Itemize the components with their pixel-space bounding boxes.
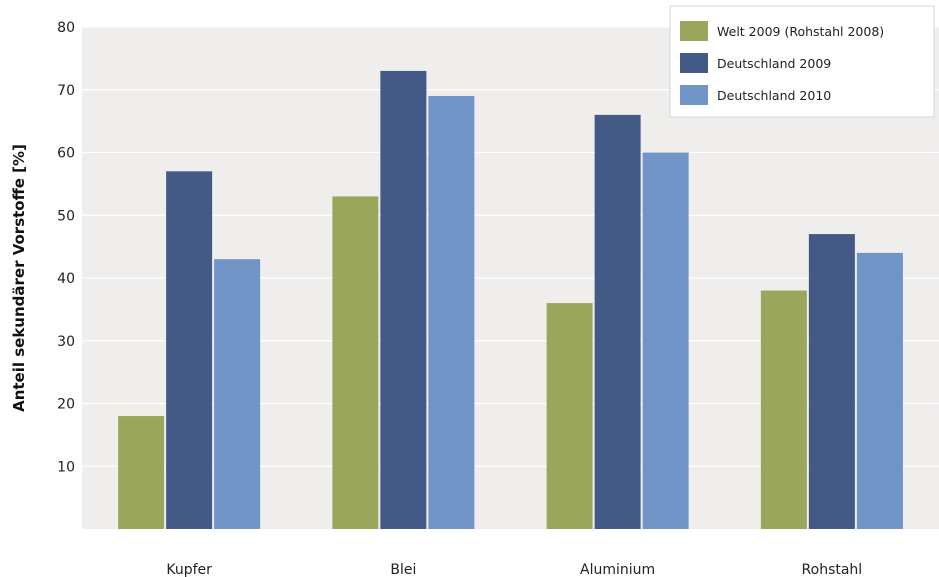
legend-box — [669, 5, 935, 118]
y-axis-ticks: 10 20 30 40 50 60 70 80 — [57, 20, 75, 475]
legend-swatch — [680, 53, 708, 73]
bar-kupfer-series-3 — [214, 259, 261, 529]
bar-kupfer-series-2 — [166, 171, 213, 529]
y-axis-title: Anteil sekundärer Vorstoffe [%] — [10, 144, 28, 412]
legend-label: Deutschland 2009 — [717, 56, 831, 71]
bar-rohstahl-series-2 — [808, 234, 855, 529]
bar-rohstahl-series-1 — [760, 290, 807, 529]
x-category-label: Rohstahl — [802, 562, 863, 577]
y-tick-label: 10 — [57, 459, 75, 475]
y-tick-label: 80 — [57, 20, 75, 36]
bar-rohstahl-series-3 — [856, 252, 903, 529]
bars — [118, 70, 903, 530]
x-category-label: Blei — [390, 562, 416, 577]
bar-aluminium-series-1 — [546, 303, 593, 529]
y-tick-label: 20 — [57, 397, 75, 413]
bar-kupfer-series-1 — [118, 416, 165, 529]
y-tick-label: 70 — [57, 83, 75, 99]
legend: Welt 2009 (Rohstahl 2008) Deutschland 200… — [669, 5, 935, 118]
bar-blei-series-3 — [428, 96, 475, 530]
x-category-label: Kupfer — [166, 562, 212, 577]
legend-label: Deutschland 2010 — [717, 88, 831, 103]
bar-aluminium-series-2 — [594, 114, 641, 529]
legend-swatch — [680, 21, 708, 41]
y-tick-label: 60 — [57, 146, 75, 162]
bar-aluminium-series-3 — [642, 152, 689, 529]
y-tick-label: 50 — [57, 208, 75, 224]
x-axis-labels: Kupfer Blei Aluminium Rohstahl — [166, 562, 862, 577]
y-tick-label: 30 — [57, 334, 75, 350]
legend-label: Welt 2009 (Rohstahl 2008) — [717, 24, 884, 39]
y-tick-label: 40 — [57, 271, 75, 287]
bar-blei-series-2 — [380, 70, 427, 530]
x-category-label: Aluminium — [580, 562, 655, 577]
bar-blei-series-1 — [332, 196, 379, 530]
legend-swatch — [680, 85, 708, 105]
